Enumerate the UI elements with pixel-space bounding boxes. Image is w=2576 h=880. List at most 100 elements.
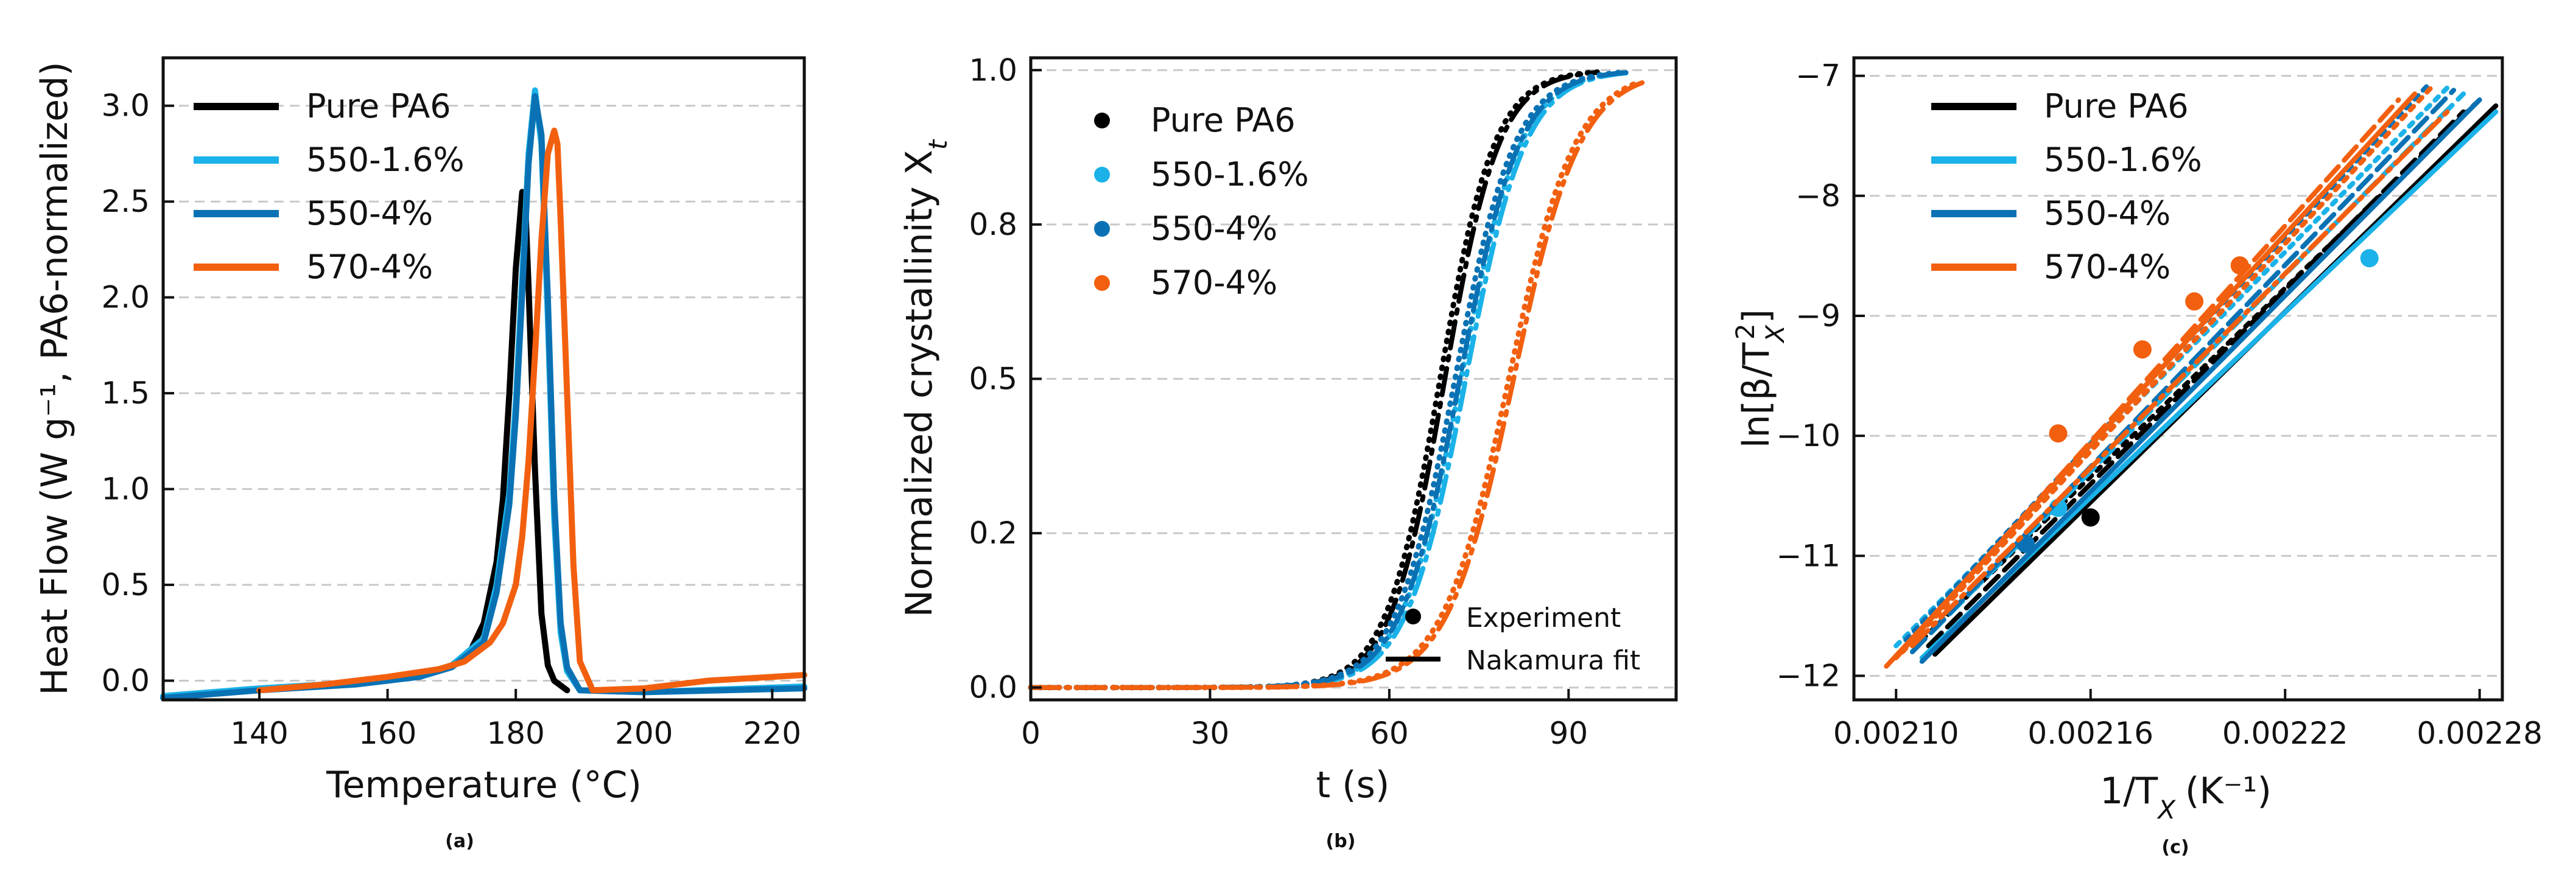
c-panel-label: (c) (2161, 837, 2189, 858)
b-panel-label: (b) (1326, 831, 1356, 852)
a-ytick-label: 2.5 (101, 184, 150, 219)
a-ytick-label: 3.0 (101, 88, 150, 124)
c-point-570-4 (2185, 292, 2204, 311)
a-ytick-label: 1.5 (101, 375, 150, 411)
b-style-legend-experiment-label: Experiment (1466, 602, 1621, 634)
b-style-legend-fit-label: Nakamura fit (1466, 645, 1640, 676)
b-legend-marker-550-1-6 (1094, 167, 1110, 183)
a-ticks: 0.0 0.5 1.0 1.5 2.0 2.5 3.0 140 160 180 200 220 (101, 88, 801, 751)
c-xtick-label: 0.00228 (2416, 716, 2543, 751)
c-curves (1884, 79, 2499, 669)
b-legend-marker-pure-pa6 (1094, 113, 1110, 128)
a-xtick-label: 180 (486, 716, 544, 751)
a-axes-frame (161, 56, 806, 702)
a-legend-label-570-4: 570-4% (306, 248, 433, 286)
c-x-axis-label-unit: (K⁻¹) (2185, 770, 2272, 812)
c-axes-frame (1852, 56, 2504, 702)
b-xtick-label: 60 (1370, 716, 1409, 751)
c-legend: Pure PA6 550-1.6% 550-4% 570-4% (1931, 87, 2202, 286)
b-x-axis-label: t (s) (1316, 764, 1390, 806)
a-curves (160, 87, 807, 701)
c-xtick-label: 0.00222 (2222, 716, 2348, 751)
c-y-axis-label-sub: X (1760, 324, 1790, 344)
b-y-axis-label: Normalized crystallinity Xt (898, 139, 953, 617)
c-ytick-label: −10 (1776, 418, 1841, 453)
c-x-axis-label-sub: X (2157, 795, 2176, 825)
c-fit-line-550-4 (1909, 88, 2457, 655)
c-legend-label-570-4: 570-4% (2044, 248, 2171, 286)
c-y-axis-label: ln[β/TX2] (1730, 309, 1790, 448)
c-ytick-label: −7 (1795, 58, 1841, 94)
c-ytick-label: −9 (1795, 298, 1841, 333)
b-legend-label-570-4: 570-4% (1151, 264, 1277, 302)
a-legend-label-550-1-6: 550-1.6% (306, 141, 465, 179)
a-gridlines (163, 105, 804, 682)
panel-c-kissinger: −12 −11 −10 −9 −8 −7 0.00210 0.00216 0.00222 0.00… (1730, 56, 2543, 858)
c-fit-line-pure-pa6 (1919, 97, 2482, 643)
a-legend-label-pure-pa6: Pure PA6 (306, 87, 451, 125)
b-y-axis-label-sub: t (923, 139, 953, 150)
a-ytick-label: 0.0 (101, 663, 150, 699)
c-legend-label-550-4: 550-4% (2044, 194, 2171, 232)
c-point-570-4 (2230, 256, 2249, 275)
b-ytick-label: 0.5 (969, 361, 1017, 397)
b-legend-label-550-1-6: 550-1.6% (1151, 155, 1309, 194)
c-x-axis-label-main: 1/T (2100, 770, 2158, 812)
a-legend-label-550-4: 550-4% (306, 194, 433, 232)
b-y-axis-label-main: Normalized crystallinity X (898, 150, 941, 617)
a-xtick-label: 200 (615, 716, 673, 751)
c-ytick-label: −11 (1776, 538, 1841, 573)
panel-b-crystallinity: 0.0 0.2 0.5 0.8 1.0 0 30 60 90 t (s) Normalized … (898, 52, 1678, 852)
b-style-legend-experiment-marker (1405, 609, 1421, 624)
c-fit-line-570-4 (1893, 97, 2401, 660)
a-legend: Pure PA6 550-1.6% 550-4% 570-4% (194, 87, 465, 286)
b-xtick-label: 0 (1021, 716, 1041, 751)
a-ytick-label: 0.5 (101, 567, 150, 602)
panel-a-heat-flow: 0.0 0.5 1.0 1.5 2.0 2.5 3.0 140 160 180 200 220 Tem… (33, 56, 807, 852)
c-fit-line-570-4 (1900, 85, 2434, 655)
c-fit-line-pure-pa6 (1926, 109, 2466, 649)
b-gridlines (1031, 69, 1676, 689)
c-y-axis-label-post: ] (1735, 309, 1778, 323)
c-point-pure-pa6 (2081, 508, 2100, 527)
b-legend-label-pure-pa6: Pure PA6 (1151, 101, 1296, 139)
b-xtick-label: 90 (1549, 716, 1588, 751)
a-y-axis-label: Heat Flow (W g⁻¹, PA6-normalized) (33, 61, 76, 695)
b-legend-label-550-4: 550-4% (1151, 209, 1277, 248)
c-point-550-1-6 (2360, 249, 2379, 268)
a-curve-570-4 (256, 127, 807, 694)
b-legend-marker-550-4 (1094, 221, 1110, 237)
c-point-570-4 (2133, 340, 2152, 359)
c-ytick-label: −8 (1795, 178, 1841, 214)
b-style-legend: Experiment Nakamura fit (1386, 602, 1640, 676)
b-fit-570-4 (1028, 79, 1646, 690)
c-legend-label-550-1-6: 550-1.6% (2044, 141, 2202, 179)
c-ytick-label: −12 (1776, 658, 1841, 694)
b-ticks: 0.0 0.2 0.5 0.8 1.0 0 30 60 90 (969, 52, 1588, 751)
a-ytick-label: 2.0 (101, 280, 150, 315)
c-y-axis-label-pre: ln[β/T (1735, 342, 1778, 448)
b-legend: Pure PA6 550-1.6% 550-4% 570-4% (1094, 101, 1309, 302)
b-xtick-label: 30 (1191, 716, 1230, 751)
a-xtick-label: 140 (230, 716, 288, 751)
c-gridlines (1854, 75, 2502, 677)
c-xtick-label: 0.00216 (2027, 716, 2153, 751)
c-fit-line-550-4 (1919, 97, 2482, 664)
b-ytick-label: 0.8 (969, 207, 1017, 242)
a-curve-550-4 (160, 93, 807, 701)
b-curves (1028, 69, 1646, 691)
b-ytick-label: 0.2 (969, 515, 1017, 551)
c-x-axis-label: 1/TX (K⁻¹) (2100, 770, 2272, 825)
c-ticks: −12 −11 −10 −9 −8 −7 0.00210 0.00216 0.00222 0.00… (1776, 58, 2543, 751)
c-legend-label-pure-pa6: Pure PA6 (2044, 87, 2189, 125)
b-legend-marker-570-4 (1094, 275, 1110, 291)
b-ytick-label: 0.0 (969, 670, 1017, 705)
a-panel-label: (a) (445, 831, 474, 852)
c-fit-line-570-4 (1909, 109, 2450, 649)
c-y-axis-label-sup: 2 (1730, 323, 1760, 340)
a-xtick-label: 160 (359, 716, 416, 751)
c-xtick-label: 0.00210 (1833, 716, 1959, 751)
a-curve-pure-pa6 (416, 189, 570, 694)
